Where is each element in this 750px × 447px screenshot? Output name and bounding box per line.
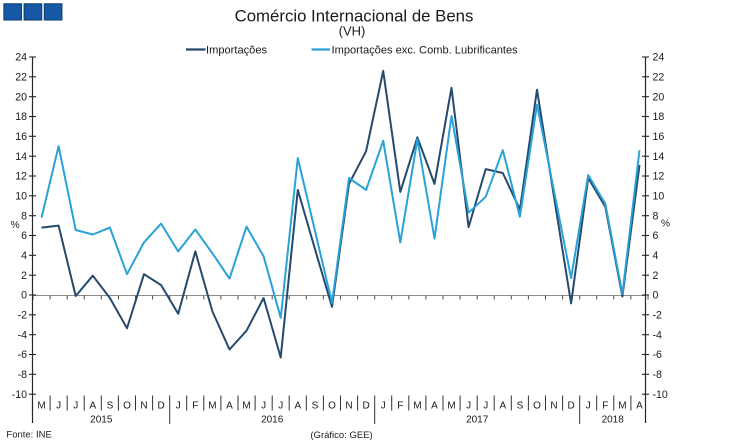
svg-text:14: 14: [653, 151, 665, 163]
svg-text:S: S: [107, 401, 114, 412]
svg-text:J: J: [381, 401, 386, 412]
svg-text:J: J: [466, 401, 471, 412]
svg-text:8: 8: [21, 210, 27, 222]
svg-text:M: M: [37, 401, 45, 412]
svg-text:20: 20: [15, 91, 27, 103]
svg-text:O: O: [328, 401, 336, 412]
svg-text:N: N: [550, 401, 557, 412]
svg-text:Fonte: INE: Fonte: INE: [6, 430, 51, 441]
svg-text:14: 14: [15, 151, 27, 163]
svg-text:2016: 2016: [261, 415, 284, 426]
svg-text:F: F: [602, 401, 608, 412]
svg-text:-2: -2: [18, 309, 28, 321]
svg-text:2018: 2018: [602, 415, 625, 426]
svg-text:2: 2: [653, 270, 659, 282]
svg-text:D: D: [157, 401, 164, 412]
svg-text:6: 6: [653, 230, 659, 242]
svg-text:J: J: [176, 401, 181, 412]
svg-text:J: J: [73, 401, 78, 412]
svg-text:J: J: [261, 401, 266, 412]
svg-text:6: 6: [21, 230, 27, 242]
svg-text:M: M: [618, 401, 626, 412]
svg-text:M: M: [413, 401, 421, 412]
svg-text:0: 0: [21, 290, 27, 302]
svg-text:%: %: [661, 219, 670, 230]
svg-text:(VH): (VH): [339, 24, 366, 39]
svg-text:%: %: [11, 220, 20, 231]
svg-text:-4: -4: [18, 329, 28, 341]
svg-text:A: A: [431, 401, 438, 412]
svg-text:22: 22: [15, 71, 27, 83]
svg-text:0: 0: [653, 290, 659, 302]
svg-text:4: 4: [21, 250, 27, 262]
svg-text:20: 20: [653, 91, 665, 103]
svg-text:-6: -6: [653, 349, 663, 361]
svg-text:4: 4: [653, 250, 659, 262]
svg-text:12: 12: [15, 171, 27, 183]
svg-text:A: A: [226, 401, 233, 412]
svg-text:N: N: [345, 401, 352, 412]
svg-text:F: F: [397, 401, 403, 412]
svg-text:N: N: [140, 401, 147, 412]
svg-text:A: A: [499, 401, 506, 412]
svg-text:S: S: [312, 401, 319, 412]
svg-text:-10: -10: [653, 389, 668, 401]
svg-text:-4: -4: [653, 329, 663, 341]
svg-text:O: O: [533, 401, 541, 412]
svg-text:-8: -8: [653, 369, 663, 381]
svg-text:S: S: [517, 401, 524, 412]
svg-text:12: 12: [653, 171, 665, 183]
svg-text:D: D: [362, 401, 369, 412]
svg-text:22: 22: [653, 71, 665, 83]
svg-text:24: 24: [15, 52, 27, 64]
svg-text:M: M: [447, 401, 455, 412]
svg-text:J: J: [586, 401, 591, 412]
svg-text:16: 16: [15, 131, 27, 143]
svg-text:8: 8: [653, 210, 659, 222]
svg-text:M: M: [208, 401, 216, 412]
svg-text:24: 24: [653, 52, 665, 64]
svg-text:-6: -6: [18, 349, 28, 361]
svg-text:10: 10: [15, 190, 27, 202]
svg-text:J: J: [483, 401, 488, 412]
svg-text:-2: -2: [653, 309, 663, 321]
svg-text:J: J: [278, 401, 283, 412]
svg-text:A: A: [294, 401, 301, 412]
svg-text:A: A: [636, 401, 643, 412]
svg-text:18: 18: [15, 111, 27, 123]
svg-text:O: O: [123, 401, 131, 412]
svg-text:-10: -10: [12, 389, 27, 401]
svg-text:Importações exc. Comb. Lubrifi: Importações exc. Comb. Lubrificantes: [332, 45, 519, 57]
svg-text:2017: 2017: [466, 415, 489, 426]
svg-text:F: F: [192, 401, 198, 412]
svg-text:M: M: [242, 401, 250, 412]
svg-text:18: 18: [653, 111, 665, 123]
svg-text:2015: 2015: [90, 415, 113, 426]
svg-text:Comércio Internacional de Bens: Comércio Internacional de Bens: [235, 7, 474, 26]
svg-text:A: A: [89, 401, 96, 412]
svg-text:Importações: Importações: [206, 45, 267, 57]
svg-text:(Gráfico: GEE): (Gráfico: GEE): [310, 430, 372, 441]
svg-text:J: J: [56, 401, 61, 412]
svg-text:2: 2: [21, 270, 27, 282]
svg-text:-8: -8: [18, 369, 28, 381]
svg-text:D: D: [567, 401, 574, 412]
svg-text:16: 16: [653, 131, 665, 143]
svg-text:10: 10: [653, 190, 665, 202]
